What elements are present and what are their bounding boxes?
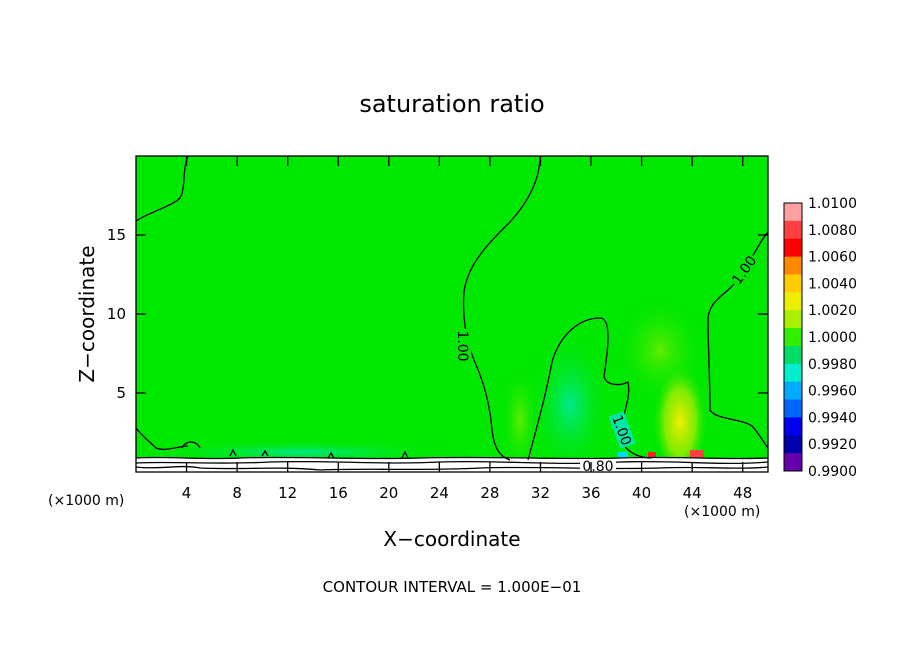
x-tick-label: 40 <box>632 484 651 502</box>
heatmap-surface-white <box>136 458 768 472</box>
heatmap-cyan-cell <box>618 452 628 458</box>
contour-top-left <box>136 156 189 222</box>
colorbar-label: 0.9960 <box>808 384 857 400</box>
x-tick-label: 44 <box>683 484 702 502</box>
y-tick-label: 5 <box>116 384 126 402</box>
x-axis-label: X−coordinate <box>383 527 520 551</box>
colorbar-label: 0.9920 <box>808 437 857 453</box>
svg-text:0.80: 0.80 <box>582 459 613 475</box>
x-tick-label: 48 <box>733 484 752 502</box>
contour-label-1: 1.00 <box>454 329 471 363</box>
contour-bumps <box>181 441 409 459</box>
colorbar-frame <box>783 202 803 472</box>
colorbar-label: 1.0000 <box>808 330 857 346</box>
colorbar-swatch <box>784 345 802 365</box>
contour-surface-2 <box>136 460 768 465</box>
colorbar-swatch <box>784 256 802 275</box>
chart-title: saturation ratio <box>359 90 544 118</box>
colorbar-label: 0.9940 <box>808 410 857 426</box>
colorbar-label: 1.0060 <box>808 250 857 266</box>
x-tick-label: 12 <box>278 484 297 502</box>
colorbar-swatch <box>784 203 802 222</box>
heatmap-light-plume <box>500 365 540 472</box>
colorbar-swatch <box>784 381 802 401</box>
x-unit-left: (×1000 m) <box>48 493 124 509</box>
colorbar-label: 0.9980 <box>808 357 857 373</box>
colorbar-swatch <box>784 417 802 436</box>
y-axis-label: Z−coordinate <box>75 245 99 382</box>
colorbar-label: 1.0020 <box>808 303 857 319</box>
x-unit-right: (×1000 m) <box>684 504 760 520</box>
colorbar-swatch <box>784 220 802 240</box>
heatmap-cyan-plume <box>530 330 610 472</box>
heatmap-red-cell-2 <box>690 450 704 458</box>
colorbar-swatch <box>784 274 802 293</box>
colorbar-swatch <box>784 453 802 472</box>
colorbar-swatch <box>784 328 802 347</box>
heatmap-yellow-plume <box>652 350 708 470</box>
colorbar-swatch <box>784 238 802 258</box>
contour-surface-3 <box>136 465 768 471</box>
heatmap-red-cell <box>648 452 656 458</box>
colorbar-swatch <box>784 363 802 383</box>
colorbar-swatch <box>784 435 802 454</box>
colorbar-swatch <box>784 399 802 418</box>
x-tick-label: 8 <box>232 484 242 502</box>
contour-main <box>462 156 541 461</box>
colorbar-label: 0.9900 <box>808 464 857 480</box>
x-tick-label: 28 <box>480 484 499 502</box>
x-tick-label: 36 <box>581 484 600 502</box>
y-tick-label: 10 <box>107 305 126 323</box>
colorbar-swatch <box>784 310 802 329</box>
x-tick-label: 24 <box>430 484 449 502</box>
x-tick-label: 20 <box>379 484 398 502</box>
svg-text:1.00: 1.00 <box>454 330 470 361</box>
x-tick-label: 4 <box>182 484 192 502</box>
colorbar-label: 1.0080 <box>808 223 857 239</box>
contour-interval-footer: CONTOUR INTERVAL = 1.000E−01 <box>323 578 582 596</box>
contour-left-edge <box>136 427 189 451</box>
colorbar-label: 1.0100 <box>808 196 857 212</box>
y-axis: 5 10 15 <box>107 226 768 402</box>
x-axis: 4 8 12 16 20 24 28 32 36 40 44 48 <box>182 156 752 502</box>
contour-surface-1 <box>136 456 768 460</box>
contour-lines <box>136 156 768 471</box>
x-tick-label: 32 <box>531 484 550 502</box>
colorbar: 1.0100 1.0080 1.0060 1.0040 1.0020 1.0000 0.99… <box>783 196 857 480</box>
contour-label-4: 0.80 <box>580 459 616 475</box>
y-tick-label: 15 <box>107 226 126 244</box>
x-tick-label: 16 <box>329 484 348 502</box>
colorbar-swatch <box>784 292 802 311</box>
colorbar-label: 1.0040 <box>808 276 857 292</box>
